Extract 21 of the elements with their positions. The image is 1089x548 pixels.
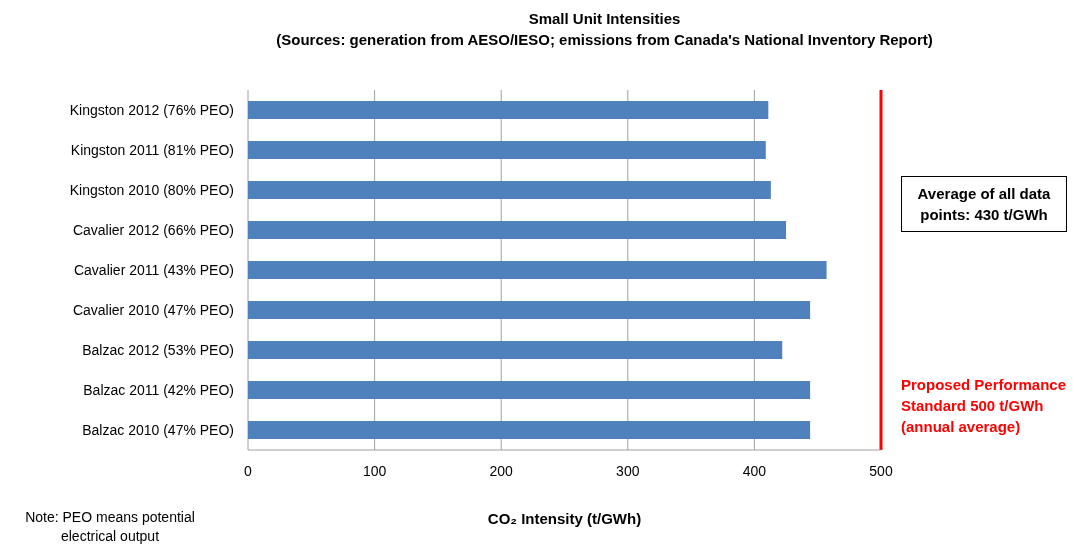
y-tick-label: Kingston 2011 (81% PEO) xyxy=(70,141,234,158)
x-tick-label: 300 xyxy=(616,462,640,479)
text: Note: PEO means potential electrical output xyxy=(24,508,196,546)
x-tick-label: 500 xyxy=(869,462,893,479)
y-tick-label: Kingston 2010 (80% PEO) xyxy=(69,181,234,198)
chart-subtitle: (Sources: generation from AESO/IESO; emissions from Canada's National Inventory Report) xyxy=(275,30,934,50)
x-axis-title: CO₂ Intensity (t/GWh) xyxy=(487,510,642,527)
y-tick-label: Cavalier 2011 (43% PEO) xyxy=(73,261,234,278)
x-tick-label: 400 xyxy=(742,462,767,479)
ref-line-label: Proposed Performance Standard 500 t/GWh (annual average) xyxy=(901,375,1068,437)
x-tick-label: 200 xyxy=(489,462,514,479)
y-tick-label: Kingston 2012 (76% PEO) xyxy=(69,101,234,118)
y-tick-label: Cavalier 2010 (47% PEO) xyxy=(72,301,234,318)
chart-title: Small Unit Intensities xyxy=(527,9,682,29)
text: Average of all data points: 430 t/GWh xyxy=(901,176,1067,232)
y-tick-label: Balzac 2010 (47% PEO) xyxy=(82,421,234,438)
y-tick-label: Cavalier 2012 (66% PEO) xyxy=(72,221,234,238)
x-tick-label: 0 xyxy=(244,462,253,479)
y-tick-label: Balzac 2012 (53% PEO) xyxy=(82,341,234,358)
x-tick-label: 100 xyxy=(362,462,387,479)
y-tick-label: Balzac 2011 (42% PEO) xyxy=(83,381,234,398)
